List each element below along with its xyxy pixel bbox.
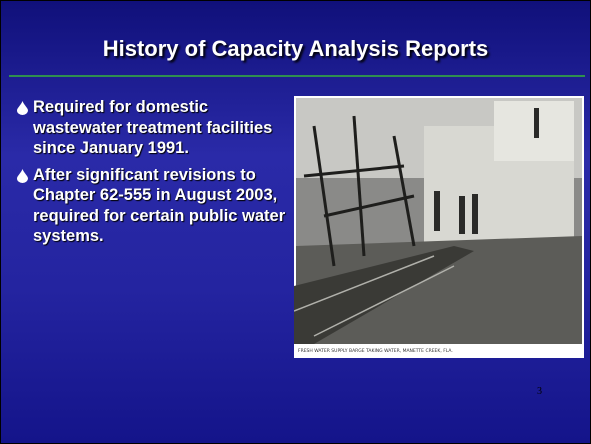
page-number: 3 (537, 386, 542, 397)
bullet-text: After significant revisions to Chapter 6… (33, 166, 285, 246)
bullet-list: Required for domestic wastewater treatme… (15, 97, 290, 253)
bullet: Required for domestic wastewater treatme… (15, 97, 290, 159)
bullet-icon (17, 101, 28, 115)
bullet-text: Required for domestic wastewater treatme… (33, 98, 272, 157)
photo: FRESH WATER SUPPLY BARGE TAKING WATER, M… (294, 96, 584, 358)
title-rule (9, 75, 585, 77)
bullet-icon (17, 169, 28, 183)
photo-caption: FRESH WATER SUPPLY BARGE TAKING WATER, M… (298, 348, 453, 354)
slide-title: History of Capacity Analysis Reports (1, 36, 590, 62)
bullet: After significant revisions to Chapter 6… (15, 165, 290, 247)
slide: History of Capacity Analysis Reports Req… (0, 0, 591, 444)
